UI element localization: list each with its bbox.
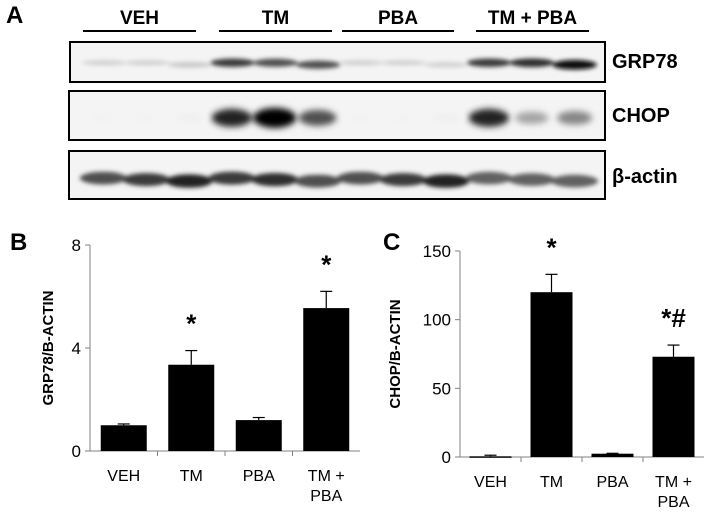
svg-text:TM: TM bbox=[540, 474, 563, 491]
svg-text:TM +: TM + bbox=[655, 474, 692, 491]
panel-b-letter: B bbox=[10, 229, 28, 256]
panel-c-letter: C bbox=[383, 229, 401, 256]
svg-text:PBA: PBA bbox=[657, 494, 689, 511]
svg-text:0: 0 bbox=[442, 448, 451, 467]
blot-beta-actin bbox=[68, 150, 606, 200]
bar bbox=[530, 292, 573, 457]
svg-text:100: 100 bbox=[423, 311, 451, 330]
panel-a-letter: A bbox=[6, 2, 24, 29]
svg-text:*: * bbox=[546, 232, 557, 262]
svg-text:8: 8 bbox=[72, 236, 81, 255]
bar bbox=[652, 356, 695, 457]
svg-text:*: * bbox=[321, 249, 332, 279]
blot-grp78 bbox=[69, 41, 606, 83]
svg-text:*: * bbox=[186, 309, 197, 339]
svg-text:TM +: TM + bbox=[308, 468, 345, 485]
bar bbox=[100, 425, 147, 451]
svg-text:VEH: VEH bbox=[107, 468, 140, 485]
svg-text:*#: *# bbox=[661, 303, 686, 333]
blot-label-grp78: GRP78 bbox=[612, 51, 678, 73]
blot-label-beta-actin: β-actin bbox=[612, 166, 678, 188]
blot-label-chop: CHOP bbox=[612, 105, 670, 127]
bar bbox=[303, 308, 350, 451]
svg-text:CHOP/B-ACTIN: CHOP/B-ACTIN bbox=[387, 299, 404, 408]
group-underline bbox=[219, 30, 332, 32]
svg-text:PBA: PBA bbox=[596, 474, 628, 491]
group-label: PBA bbox=[377, 8, 419, 29]
svg-text:VEH: VEH bbox=[474, 474, 507, 491]
blot-chop bbox=[68, 90, 606, 141]
svg-text:PBA: PBA bbox=[310, 488, 342, 505]
svg-text:50: 50 bbox=[432, 379, 451, 398]
group-label: VEH bbox=[119, 8, 160, 29]
bar bbox=[469, 456, 512, 458]
svg-text:0: 0 bbox=[72, 442, 81, 461]
bar bbox=[235, 420, 282, 451]
group-label: TM + PBA bbox=[487, 8, 578, 29]
svg-text:GRP78/B-ACTIN: GRP78/B-ACTIN bbox=[40, 290, 57, 405]
svg-text:PBA: PBA bbox=[243, 468, 275, 485]
group-underline bbox=[342, 30, 454, 32]
group-underline bbox=[83, 30, 196, 32]
svg-text:TM: TM bbox=[180, 468, 203, 485]
svg-text:150: 150 bbox=[423, 242, 451, 261]
group-label: TM bbox=[261, 8, 290, 29]
svg-text:4: 4 bbox=[72, 339, 81, 358]
bar bbox=[591, 453, 634, 457]
group-underline bbox=[476, 30, 589, 32]
bar bbox=[168, 364, 215, 451]
